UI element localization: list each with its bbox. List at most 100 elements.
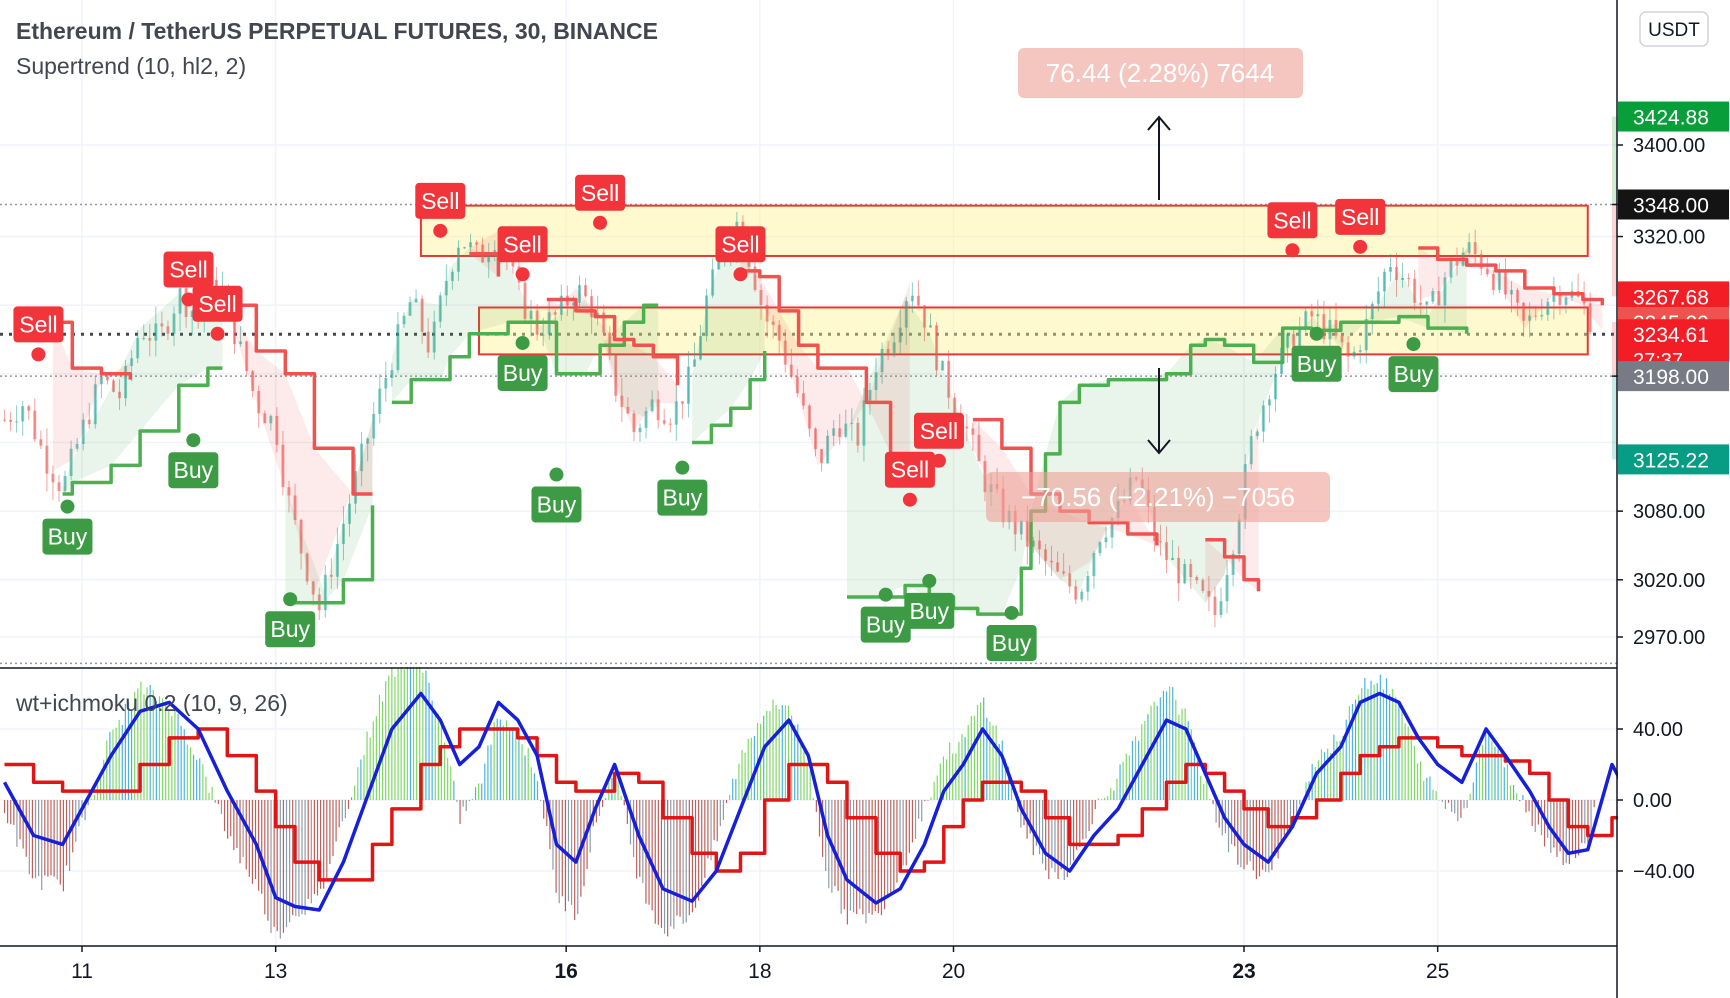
- candle-body: [1485, 268, 1489, 275]
- candle-body: [1261, 405, 1265, 432]
- signals: Sell Sell Sell Sell Sell Sell Sell Sell Sell Sell…: [13, 174, 1439, 661]
- buy-signal-label: Buy: [48, 524, 88, 550]
- candle-body: [1286, 334, 1290, 348]
- candle-body: [680, 401, 684, 404]
- candle-body: [354, 471, 358, 504]
- buy-marker: [549, 467, 564, 482]
- candle-body: [1062, 571, 1066, 574]
- candle-body: [233, 302, 237, 345]
- candle-body: [1110, 517, 1114, 538]
- sell-signal-box: [913, 412, 964, 449]
- candle-body: [1425, 301, 1429, 305]
- buy-marker: [60, 499, 75, 514]
- supertrend-up-line: [847, 314, 1469, 616]
- candle-body: [1491, 274, 1495, 290]
- buy-signal-box: [986, 624, 1037, 661]
- candle-body: [1467, 242, 1471, 253]
- candle-body: [644, 411, 648, 428]
- buy-marker: [515, 335, 530, 350]
- candle-body: [57, 482, 61, 492]
- candle-body: [1479, 254, 1483, 269]
- candle-body: [87, 419, 91, 425]
- time-tick-label: 25: [1426, 960, 1449, 983]
- price-tag-bg: [1618, 444, 1729, 475]
- candle-body: [571, 302, 575, 306]
- candle-body: [801, 393, 805, 406]
- candle-body: [638, 427, 642, 433]
- supertrend-down-fill: [52, 322, 131, 472]
- oscillator-pane: [2, 666, 1624, 939]
- candle-body: [807, 405, 811, 429]
- candle-body: [348, 503, 352, 524]
- sell-signal-label: Sell: [19, 311, 57, 337]
- candle-body: [148, 338, 152, 341]
- time-tick-label: 16: [554, 960, 577, 983]
- candle-body: [1080, 591, 1084, 600]
- buy-marker: [1004, 605, 1019, 620]
- candle-body: [771, 321, 775, 325]
- price-tag-bg: [1618, 101, 1729, 132]
- buy-signal-label: Buy: [270, 616, 310, 642]
- candle-body: [1019, 520, 1023, 535]
- supertrend: [52, 230, 1605, 616]
- sell-signal-box: [497, 226, 548, 263]
- candle-body: [814, 428, 818, 450]
- candle-body: [39, 439, 43, 446]
- supertrend-down-fill: [1418, 248, 1603, 331]
- candle-body: [33, 410, 37, 440]
- candle-body: [15, 421, 19, 423]
- candle-body: [1395, 267, 1399, 280]
- candle-body: [820, 449, 824, 464]
- candle-body: [916, 295, 920, 306]
- buy-signal-label: Buy: [992, 630, 1032, 656]
- currency-button[interactable]: USDT: [1639, 11, 1709, 47]
- candle-body: [904, 301, 908, 328]
- candle-body: [45, 445, 49, 474]
- candle-body: [432, 321, 436, 353]
- candle-body: [929, 325, 933, 328]
- price-tag-bg: [1618, 281, 1729, 312]
- candle-body: [826, 435, 830, 464]
- candle-body: [862, 400, 866, 446]
- wave-blue-line: [2, 691, 1624, 912]
- supertrend-down-line: [1205, 537, 1261, 592]
- candle-body: [880, 348, 884, 373]
- candle-body: [1431, 291, 1435, 302]
- candle-body: [1092, 553, 1096, 577]
- candle-body: [971, 428, 975, 435]
- candle-body: [886, 348, 890, 354]
- price-tag-label: 3267.68: [1633, 286, 1709, 309]
- candle-body: [1171, 557, 1175, 560]
- sell-signal-label: Sell: [721, 231, 759, 257]
- candle-body: [1165, 542, 1169, 560]
- candle-body: [1050, 560, 1054, 563]
- candle-body: [99, 376, 103, 385]
- candle-body: [444, 280, 448, 296]
- supertrend-up-fill: [62, 292, 223, 494]
- price-tag-label: 3125.22: [1633, 449, 1709, 472]
- currency-label: USDT: [1648, 20, 1700, 41]
- supertrend-up-fill: [285, 419, 373, 603]
- sell-signal-label: Sell: [920, 418, 958, 444]
- candle-body: [1540, 314, 1544, 317]
- candle-body: [414, 298, 418, 303]
- candle-body: [577, 285, 581, 303]
- price-tick-label: 3020.00: [1633, 570, 1705, 592]
- candle-body: [1510, 289, 1514, 295]
- long-info-text: 76.44 (2.28%) 7644: [1046, 58, 1274, 88]
- candle-body: [1455, 258, 1459, 266]
- price-tag-label: 3424.88: [1633, 107, 1709, 130]
- supertrend-up-line: [391, 303, 659, 405]
- supertrend-up-line: [285, 505, 375, 605]
- candle-body: [1497, 271, 1501, 290]
- sell-marker: [31, 347, 46, 362]
- candle-body: [650, 399, 654, 412]
- candle-body: [329, 574, 333, 577]
- buy-marker: [1309, 326, 1324, 341]
- candle-body: [1152, 506, 1156, 542]
- candle-body: [384, 378, 388, 389]
- candle-body: [450, 271, 454, 281]
- candle-body: [529, 310, 533, 319]
- candle-body: [390, 370, 394, 379]
